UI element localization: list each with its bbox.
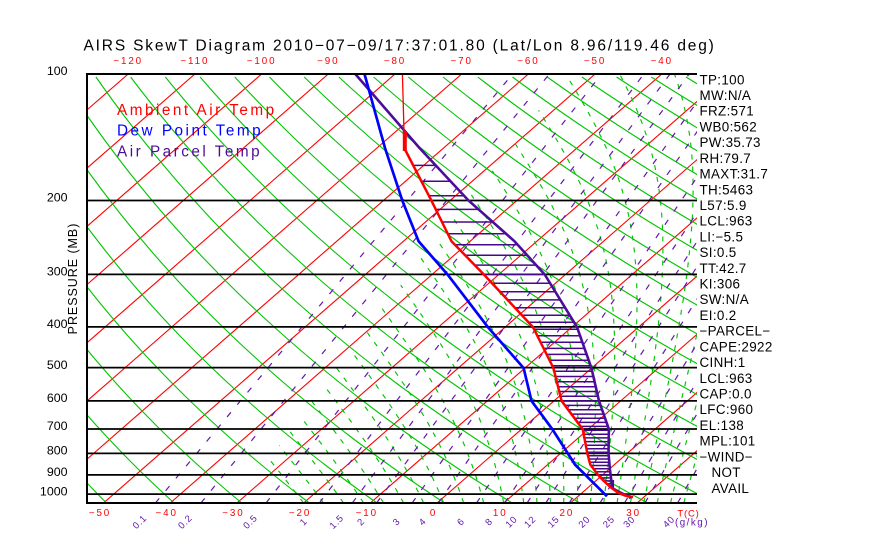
svg-text:−100: −100 (247, 56, 277, 67)
svg-text:CINH:1: CINH:1 (700, 355, 746, 370)
svg-text:MPL:101: MPL:101 (700, 434, 756, 449)
svg-text:EI:0.2: EI:0.2 (700, 308, 737, 323)
svg-text:30: 30 (626, 508, 641, 519)
svg-text:LCL:963: LCL:963 (700, 214, 753, 229)
svg-text:−50: −50 (89, 508, 111, 519)
svg-text:−90: −90 (317, 56, 339, 67)
svg-text:MW:N/A: MW:N/A (700, 88, 752, 103)
svg-text:400: 400 (47, 317, 68, 331)
svg-text:TT:42.7: TT:42.7 (700, 261, 747, 276)
svg-text:AIRS SkewT Diagram 2010−07−09/: AIRS SkewT Diagram 2010−07−09/17:37:01.8… (84, 38, 716, 55)
svg-text:−110: −110 (180, 56, 209, 67)
svg-text:AVAIL: AVAIL (712, 481, 750, 496)
svg-text:−WIND−: −WIND− (700, 449, 753, 464)
svg-text:−10: −10 (356, 508, 378, 519)
svg-text:SI:0.5: SI:0.5 (700, 245, 737, 260)
svg-text:0: 0 (430, 508, 437, 519)
svg-text:LI:−5.5: LI:−5.5 (700, 229, 744, 244)
svg-text:−120: −120 (113, 56, 143, 67)
svg-text:LCL:963: LCL:963 (700, 371, 753, 386)
svg-text:300: 300 (47, 265, 68, 279)
svg-text:LFC:960: LFC:960 (700, 402, 754, 417)
svg-text:−20: −20 (289, 508, 311, 519)
svg-text:TH:5463: TH:5463 (700, 182, 754, 197)
svg-text:EL:138: EL:138 (700, 418, 745, 433)
svg-text:PW:35.73: PW:35.73 (700, 135, 761, 150)
svg-text:NOT: NOT (712, 465, 741, 480)
svg-text:Dew Point Temp: Dew Point Temp (117, 123, 263, 140)
svg-text:600: 600 (47, 391, 68, 405)
svg-text:SW:N/A: SW:N/A (700, 292, 749, 307)
svg-text:800: 800 (47, 444, 68, 458)
svg-text:CAPE:2922: CAPE:2922 (700, 339, 773, 354)
svg-text:(g/kg): (g/kg) (675, 518, 709, 529)
svg-text:−70: −70 (451, 56, 473, 67)
svg-text:100: 100 (47, 64, 68, 78)
svg-text:700: 700 (47, 419, 68, 433)
svg-text:FRZ:571: FRZ:571 (700, 104, 755, 119)
svg-text:KI:306: KI:306 (700, 277, 741, 292)
svg-text:MAXT:31.7: MAXT:31.7 (700, 167, 769, 182)
svg-text:WB0:562: WB0:562 (700, 119, 758, 134)
svg-text:−60: −60 (517, 56, 539, 67)
svg-text:TP:100: TP:100 (700, 72, 745, 87)
svg-text:Air Parcel Temp: Air Parcel Temp (117, 143, 262, 160)
svg-text:900: 900 (47, 465, 68, 479)
svg-text:−50: −50 (584, 56, 606, 67)
svg-text:−40: −40 (651, 56, 673, 67)
svg-text:CAP:0.0: CAP:0.0 (700, 387, 752, 402)
svg-text:RH:79.7: RH:79.7 (700, 151, 752, 166)
svg-text:PRESSURE (MB): PRESSURE (MB) (66, 223, 80, 335)
svg-text:T(C): T(C) (677, 509, 699, 520)
svg-text:Ambient Air Temp: Ambient Air Temp (117, 102, 277, 119)
svg-text:10: 10 (493, 508, 508, 519)
svg-text:20: 20 (560, 508, 575, 519)
svg-text:−80: −80 (384, 56, 406, 67)
svg-text:1000: 1000 (40, 484, 68, 498)
svg-text:−40: −40 (156, 508, 178, 519)
svg-text:−PARCEL−: −PARCEL− (700, 324, 771, 339)
svg-text:200: 200 (47, 191, 68, 205)
svg-text:L57:5.9: L57:5.9 (700, 198, 747, 213)
svg-text:−30: −30 (222, 508, 244, 519)
svg-text:500: 500 (47, 358, 68, 372)
